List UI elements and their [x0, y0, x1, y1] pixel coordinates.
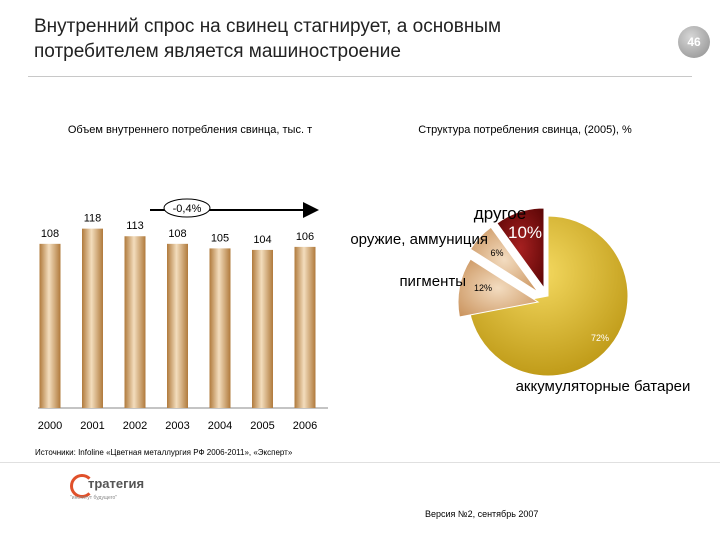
pie-value-label: 10% [508, 223, 542, 242]
logo-subtitle: "институт будущего" [70, 495, 118, 501]
bar-category-label: 2000 [38, 420, 62, 432]
title-divider [28, 76, 692, 77]
source-note: Источники: Infoline «Цветная металлургия… [35, 448, 293, 457]
slide-title: Внутренний спрос на свинец стагнирует, а… [34, 14, 654, 64]
pie-slice [457, 258, 540, 318]
bar-2003 [167, 243, 188, 408]
bar-value-label: 113 [126, 220, 144, 232]
bar-value-label: 118 [84, 213, 102, 225]
trend-badge [163, 198, 211, 218]
pie-chart-title: Структура потребления свинца, (2005), % [418, 124, 632, 136]
bar-2006 [294, 246, 316, 408]
bar-value-label: 108 [41, 228, 59, 240]
bar-2002 [124, 236, 146, 408]
bar-category-label: 2002 [123, 420, 147, 432]
bar-2001 [82, 228, 103, 408]
pie-value-label: 12% [474, 283, 492, 293]
bar-2005 [252, 249, 273, 408]
bar-category-label: 2001 [80, 420, 104, 432]
pie-slice [496, 207, 545, 290]
logo-c-icon [70, 474, 94, 498]
version-label: Версия №2, сентябрь 2007 [425, 509, 539, 519]
bar-value-label: 105 [211, 232, 229, 244]
bar-category-label: 2006 [293, 420, 317, 432]
bar-category-label: 2003 [165, 420, 189, 432]
bar-category-label: 2004 [208, 420, 232, 432]
bar-value-label: 104 [253, 234, 271, 246]
bar-2004 [209, 248, 231, 408]
company-logo: тратегия "институт будущего" [14, 474, 164, 501]
bar-value-label: 108 [168, 228, 186, 240]
bar-category-label: 2005 [250, 420, 274, 432]
slide-title-line-2: потребителем является машиностроение [34, 41, 401, 62]
bar-chart-title: Объем внутреннего потребления свинца, ты… [67, 124, 313, 136]
pie-category-label: пигменты [399, 273, 466, 290]
pie-category-label: оружие, аммуниция [350, 231, 488, 248]
pie-chart: 72% 12% 6% 10% аккумуляторные батареи пигмент… [350, 204, 690, 395]
pie-value-label: 72% [591, 333, 609, 343]
bar-2000 [39, 243, 61, 408]
pie-slice [469, 226, 539, 293]
slide-title-line-1: Внутренний спрос на свинец стагнирует, а… [34, 16, 502, 37]
page-number-badge: 46 [678, 26, 710, 58]
bar-chart: 108 2000 118 2001 113 2002 108 2003 105 2004 104 20… [38, 198, 328, 432]
pie-category-label: аккумуляторные батареи [516, 378, 691, 395]
pie-category-label: другое [474, 204, 526, 223]
pie-value-label: 6% [490, 248, 503, 258]
footer-divider [0, 462, 720, 463]
trend-annotation: -0,4% [173, 203, 202, 215]
pie-slice [468, 215, 629, 377]
logo-text: тратегия [88, 476, 145, 491]
bar-value-label: 106 [296, 231, 314, 243]
